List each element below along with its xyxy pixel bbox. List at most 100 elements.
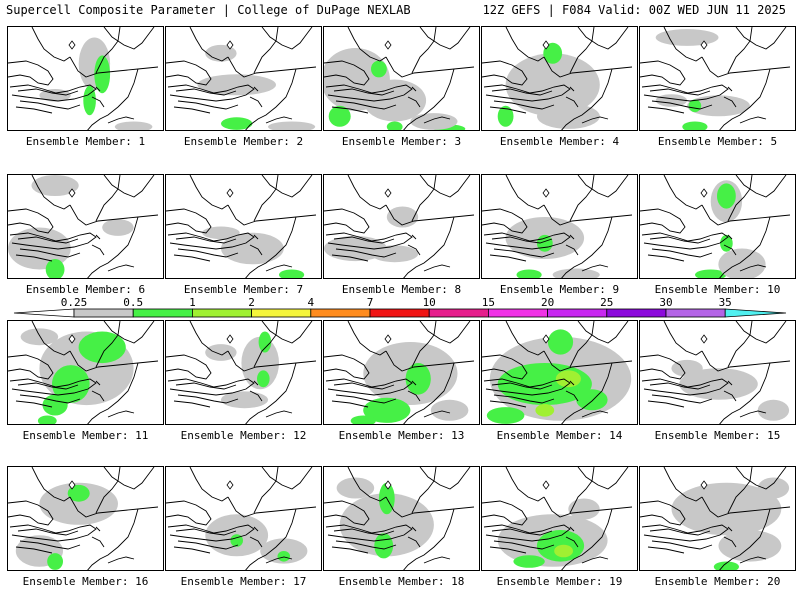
basemap-line (419, 467, 471, 490)
basemap-line (565, 96, 579, 108)
colorbar-segment (369, 308, 430, 318)
ensemble-map-2 (166, 27, 317, 130)
ensemble-member-label: Ensemble Member: 13 (338, 429, 465, 442)
ensemble-map-13 (324, 321, 475, 424)
basemap-line (569, 86, 575, 92)
ensemble-member-label: Ensemble Member: 11 (22, 429, 149, 442)
basemap-line (324, 500, 370, 526)
basemap-line (403, 362, 455, 424)
colorbar-segment (428, 308, 489, 318)
scp-contour-gray (430, 399, 469, 421)
scp-contour-green (67, 484, 90, 502)
station-diamond-icon (226, 40, 234, 50)
colorbar-tick-label: 15 (482, 296, 495, 309)
ensemble-map-18 (324, 467, 475, 570)
basemap-line (581, 116, 609, 124)
scp-contour-green (363, 397, 411, 423)
colorbar-tick-label: 20 (541, 296, 554, 309)
scp-contour-green (543, 42, 563, 64)
basemap-line (493, 394, 555, 404)
colorbar-tick-label: 2 (248, 296, 255, 309)
basemap-line (565, 390, 579, 402)
colorbar-segment (310, 308, 371, 318)
basemap-line (9, 232, 97, 250)
basemap-line (253, 86, 259, 92)
basemap-line (324, 208, 370, 234)
basemap-line (719, 68, 771, 130)
basemap-line (15, 546, 53, 554)
basemap-line (663, 467, 703, 502)
ensemble-panel (7, 466, 164, 571)
basemap-line (739, 264, 767, 272)
basemap-line (253, 467, 279, 514)
station-diamond-icon (542, 188, 550, 198)
basemap-line (577, 175, 629, 198)
basemap-line (87, 216, 139, 278)
basemap-line (17, 236, 79, 244)
basemap-line (8, 500, 54, 526)
basemap-line (87, 68, 139, 130)
scp-contour-green (45, 259, 65, 278)
colorbar-tick-label: 0.25 (61, 296, 88, 309)
scp-contour-green (717, 183, 736, 209)
basemap-line (325, 378, 413, 396)
basemap-line (261, 27, 313, 50)
basemap-line (491, 382, 553, 390)
basemap-line (177, 248, 239, 258)
station-diamond-icon (384, 334, 392, 344)
basemap-line (189, 467, 229, 502)
basemap-line (411, 467, 437, 514)
basemap-line (483, 524, 571, 542)
ensemble-panel (7, 26, 164, 131)
basemap-line (491, 88, 553, 96)
scp-contour-green (682, 121, 708, 130)
basemap-line (403, 68, 455, 130)
scp-contour-gray (241, 336, 279, 390)
basemap-line (419, 175, 471, 198)
basemap-line (189, 175, 229, 210)
station-diamond-icon (542, 480, 550, 490)
scp-contour-green (83, 85, 96, 116)
colorbar-tick-label: 30 (659, 296, 672, 309)
basemap-line (423, 556, 451, 564)
colorbar-segment (665, 308, 726, 318)
scp-contour-gray (757, 399, 790, 421)
basemap-line (569, 526, 575, 532)
ensemble-map-12 (166, 321, 317, 424)
scp-contour-green (576, 389, 608, 411)
basemap-line (561, 216, 613, 278)
basemap-line (505, 467, 545, 502)
basemap-line (419, 321, 471, 344)
basemap-line (505, 321, 545, 356)
scp-contour-green (230, 534, 243, 547)
scp-contour-green (257, 370, 270, 388)
basemap-line (91, 96, 105, 108)
basemap-line (167, 524, 255, 542)
basemap-line (483, 84, 571, 102)
basemap-line (489, 106, 527, 114)
basemap-line (735, 27, 787, 50)
ensemble-member-label: Ensemble Member: 6 (25, 283, 146, 296)
basemap-line (167, 84, 255, 102)
basemap-line (493, 540, 555, 550)
color-scale-legend: 0.25 0.5 1 2 4 7 10 15 20 25 30 35 (13, 296, 787, 318)
scp-contour-green (258, 331, 272, 353)
colorbar-segment (724, 308, 787, 318)
basemap-line (423, 410, 451, 418)
basemap-line (411, 380, 417, 386)
basemap-line (253, 234, 259, 240)
ensemble-panel (323, 466, 480, 571)
basemap-line (87, 362, 139, 424)
station-diamond-icon (68, 334, 76, 344)
basemap-line (403, 508, 455, 570)
scp-contour-lime (535, 404, 555, 417)
scp-contour-gray (260, 538, 308, 564)
basemap-line (719, 508, 771, 570)
basemap-line (91, 390, 105, 402)
basemap-line (19, 100, 81, 110)
colorbar-tick-label: 1 (189, 296, 196, 309)
scp-contour-gray (386, 206, 419, 228)
basemap-line (651, 394, 713, 404)
scp-contour-lime (555, 370, 581, 388)
scp-contour-gray (552, 268, 600, 278)
